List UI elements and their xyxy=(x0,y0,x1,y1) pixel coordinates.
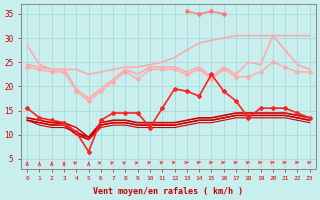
X-axis label: Vent moyen/en rafales ( km/h ): Vent moyen/en rafales ( km/h ) xyxy=(93,187,244,196)
